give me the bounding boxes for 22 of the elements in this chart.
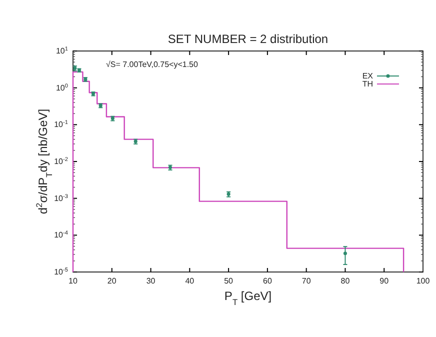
x-tick-label: 50 (224, 276, 234, 286)
y-tick-label: 10$^{-4}$ (54, 230, 68, 240)
legend-label: TH (362, 80, 374, 89)
x-tick-label: 20 (107, 276, 117, 286)
annotation: √S= 7.00TeV,0.75<y<1.50 (106, 60, 198, 69)
x-tick-label: 100 (416, 276, 430, 286)
x-axis-title: P$_{T}$ [GeV] (224, 289, 272, 307)
y-tick-label: 10$^{-1}$ (54, 120, 68, 130)
x-tick-label: 10 (68, 276, 78, 286)
legend-label: EX (362, 72, 374, 81)
y-tick-label: 10$^{-2}$ (54, 157, 68, 166)
x-tick-label: 30 (146, 276, 156, 286)
y-tick-label: 10$^{0}$ (56, 83, 68, 92)
x-tick-label: 80 (340, 276, 350, 286)
y-tick-label: 10$^{1}$ (56, 46, 68, 56)
x-tick-label: 90 (380, 276, 390, 286)
y-tick-label: 10$^{-5}$ (54, 268, 68, 277)
x-tick-label: 40 (185, 276, 195, 286)
x-tick-label: 70 (302, 276, 312, 286)
y-tick-label: 10$^{-3}$ (54, 194, 68, 203)
chart-title: SET NUMBER = 2 distribution (168, 32, 328, 46)
x-tick-label: 60 (262, 276, 272, 286)
